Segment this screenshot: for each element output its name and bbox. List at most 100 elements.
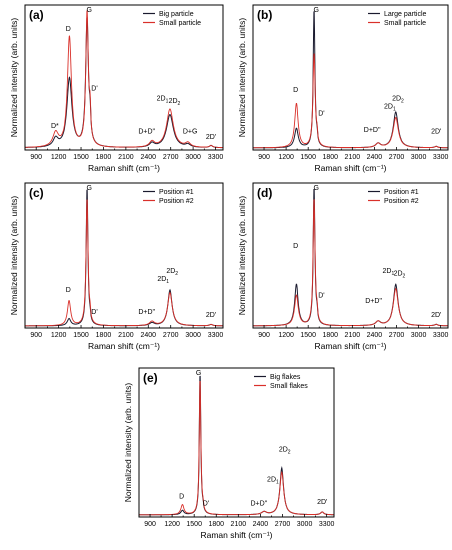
panel-4: 900 1200 1500 1800 2100 2400 2700 3000 3300 Raman… [237, 182, 449, 351]
x-tick-label: 2400 [253, 521, 269, 528]
x-tick-label: 900 [258, 332, 270, 339]
peak-label: 2D1 [384, 104, 396, 113]
peak-label: D [179, 494, 184, 501]
panel-1: 900 1200 1500 1800 2100 2400 2700 3000 3300 Raman… [9, 4, 224, 173]
plot-frame [252, 4, 449, 151]
x-axis-label: Raman shift (cm⁻¹) [200, 530, 272, 540]
plot-frame [24, 182, 224, 329]
x-tick-label: 1200 [51, 332, 67, 339]
x-tick-label: 2700 [389, 154, 405, 161]
x-axis-label: Raman shift (cm⁻¹) [88, 341, 160, 351]
x-tick-label: 3300 [208, 154, 224, 161]
peak-label: 2D2 [392, 95, 404, 104]
y-axis-label: Normalized intensity (arb. units) [237, 18, 247, 138]
x-axis-label: Raman shift (cm⁻¹) [314, 163, 386, 173]
x-tick-label: 1500 [300, 332, 316, 339]
x-tick-label: 1800 [96, 332, 112, 339]
peak-label: 2D1 [267, 477, 279, 486]
y-axis-label: Normalized intensity (arb. units) [123, 383, 133, 503]
legend-entry: Position #2 [159, 198, 194, 205]
peak-label: D+D'' [364, 127, 381, 134]
panel-label: (a) [29, 8, 44, 22]
x-axis-label: Raman shift (cm⁻¹) [88, 163, 160, 173]
peak-label: D+D'' [365, 298, 382, 305]
peak-label: D [66, 287, 71, 294]
x-tick-label: 2400 [367, 154, 383, 161]
x-tick-label: 2700 [389, 332, 405, 339]
x-tick-label: 2100 [118, 154, 134, 161]
x-tick-label: 3000 [297, 521, 313, 528]
legend-entry: Small flakes [270, 383, 308, 390]
peak-label: 2D' [206, 312, 216, 319]
x-tick-label: 3300 [319, 521, 335, 528]
x-tick-label: 2400 [367, 332, 383, 339]
series-line-2 [139, 380, 334, 516]
peak-label: G [87, 7, 92, 14]
peak-label: 2D1 [157, 95, 169, 104]
legend-entry: Large particle [384, 11, 427, 18]
peak-label: 2D' [317, 499, 327, 506]
plot-frame [252, 182, 449, 329]
peak-label: D+G [183, 128, 198, 135]
x-tick-label: 3300 [208, 332, 224, 339]
x-tick-label: 2700 [275, 521, 291, 528]
y-axis-label: Normalized intensity (arb. units) [9, 196, 19, 316]
x-tick-label: 1800 [322, 332, 338, 339]
x-tick-label: 3000 [411, 332, 427, 339]
peak-label: G [314, 7, 319, 14]
series-line-2 [25, 9, 223, 149]
x-tick-label: 3300 [433, 154, 449, 161]
x-tick-label: 3000 [411, 154, 427, 161]
x-tick-label: 1800 [96, 154, 112, 161]
peak-label: D' [203, 501, 209, 508]
peak-label: 2D' [431, 128, 441, 135]
y-axis-label: Normalized intensity (arb. units) [237, 196, 247, 316]
series-line-1 [139, 375, 334, 516]
peak-label: 2D2 [166, 268, 178, 277]
peak-label: 2D' [206, 134, 216, 141]
peak-label: G [87, 185, 92, 192]
x-tick-label: 900 [30, 332, 42, 339]
peak-label: 2D2 [279, 447, 291, 456]
x-tick-label: 900 [144, 521, 156, 528]
panel-label: (e) [143, 371, 158, 385]
y-axis-label: Normalized intensity (arb. units) [9, 18, 19, 138]
peak-label: D [293, 87, 298, 94]
x-tick-label: 2700 [163, 332, 179, 339]
series-line-1 [25, 189, 223, 327]
peak-label: 2D1 [157, 276, 169, 285]
x-tick-label: 1200 [278, 332, 294, 339]
x-tick-label: 2100 [118, 332, 134, 339]
series-line-1 [253, 11, 448, 149]
peak-label: D' [318, 293, 324, 300]
peak-label: D [66, 26, 71, 33]
peak-label: D+D'' [138, 128, 155, 135]
x-tick-label: 1200 [164, 521, 180, 528]
peak-label: 2D1 [383, 268, 395, 277]
legend-entry: Position #2 [384, 198, 419, 205]
x-tick-label: 1500 [186, 521, 202, 528]
plot-frame [138, 367, 335, 518]
legend-entry: Small particle [159, 20, 201, 27]
x-tick-label: 1500 [300, 154, 316, 161]
peak-label: G [314, 185, 319, 192]
x-tick-label: 3000 [185, 154, 201, 161]
peak-label: D* [51, 123, 59, 130]
series-line-1 [253, 189, 449, 327]
x-tick-label: 2700 [163, 154, 179, 161]
x-tick-label: 2100 [231, 521, 247, 528]
x-tick-label: 1500 [73, 154, 89, 161]
peak-label: D' [318, 110, 324, 117]
series-line-2 [25, 199, 223, 327]
peak-label: 2D2 [394, 271, 406, 280]
x-tick-label: 1800 [322, 154, 338, 161]
x-tick-label: 1200 [278, 154, 294, 161]
panel-2: 900 1200 1500 1800 2100 2400 2700 3000 3300 Raman… [237, 4, 449, 173]
peak-label: 2D2 [169, 98, 181, 107]
legend-entry: Big flakes [270, 374, 301, 381]
peak-label: D+D'' [251, 501, 268, 508]
x-tick-label: 900 [30, 154, 42, 161]
peak-label: D [293, 243, 298, 250]
legend-entry: Big particle [159, 11, 194, 18]
